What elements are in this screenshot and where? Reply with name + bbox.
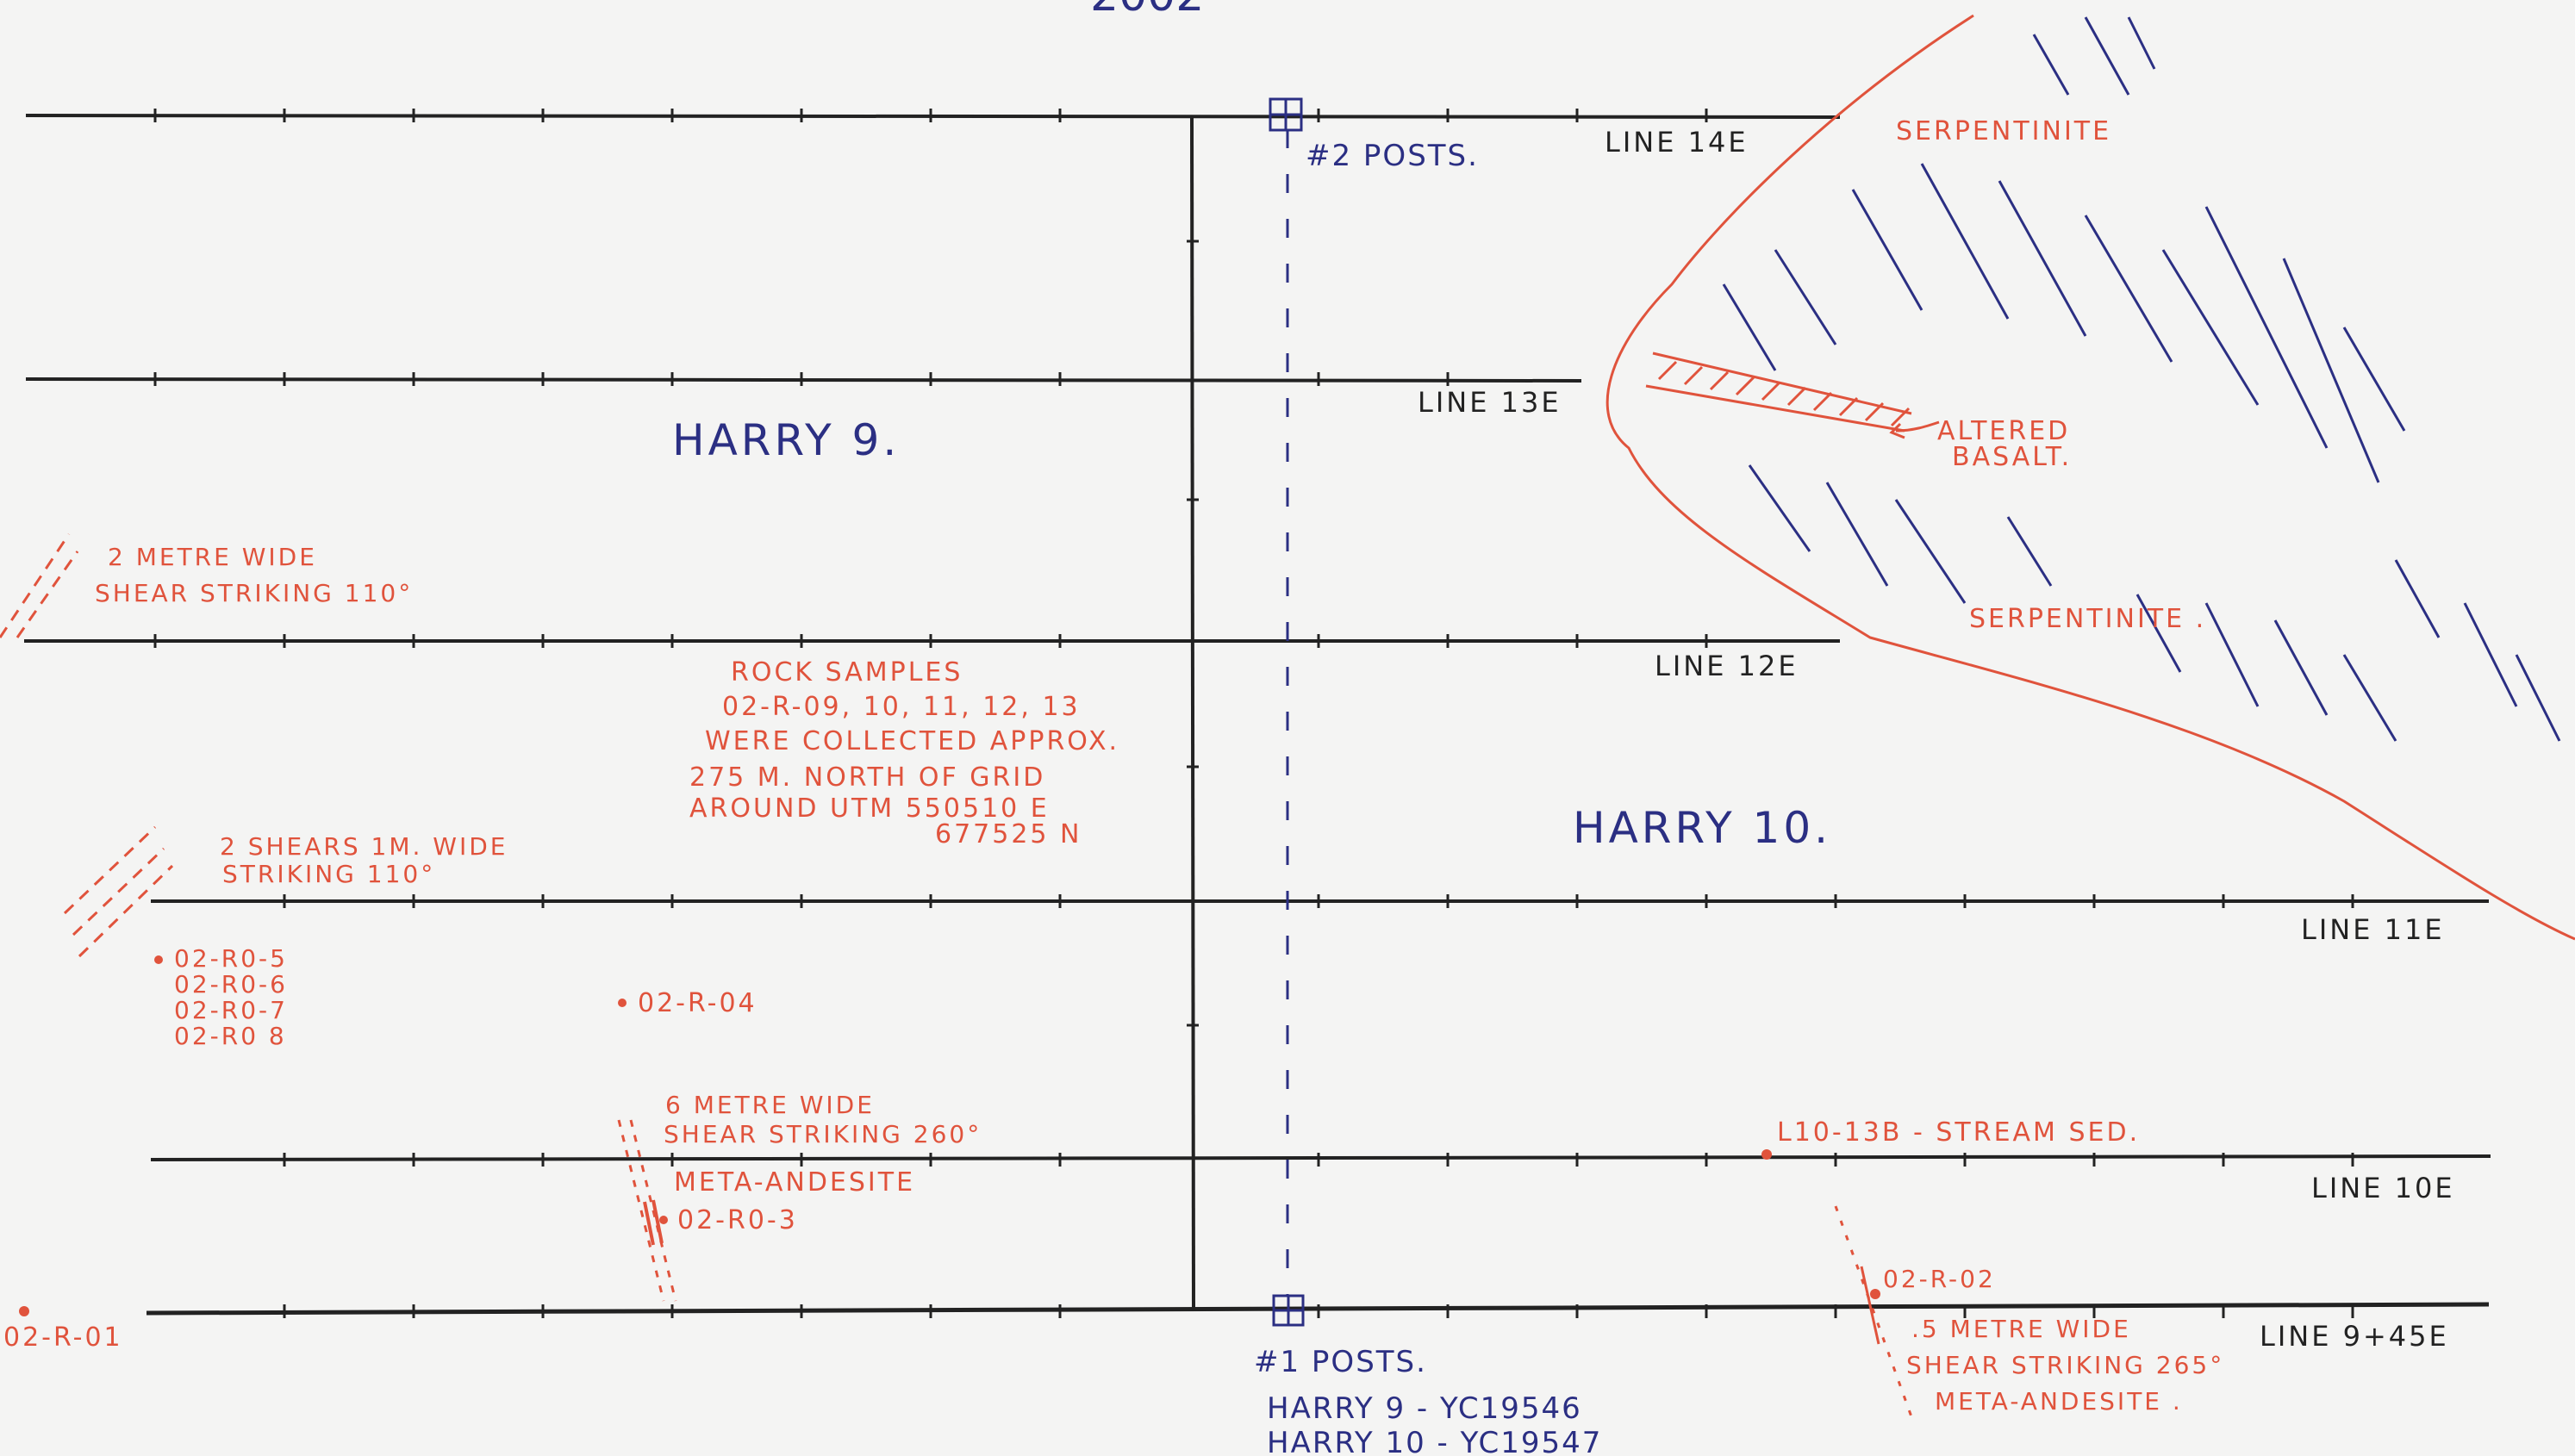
header-fragment: 2002 bbox=[1090, 0, 1204, 22]
claim-tag-harry10: HARRY 10 - YC19547 bbox=[1267, 1426, 1602, 1456]
sample-dot-stream bbox=[1761, 1149, 1772, 1160]
sample-label-r05: 02-R0-5 bbox=[174, 944, 288, 973]
sample-label-r02: 02-R-02 bbox=[1883, 1265, 1996, 1293]
grid-ticks bbox=[153, 109, 2354, 1318]
label-shear-6m-line1: 6 METRE WIDE bbox=[665, 1091, 875, 1119]
sample-label-r08: 02-R0 8 bbox=[174, 1022, 287, 1050]
rock-note-line2: 02-R-09, 10, 11, 12, 13 bbox=[722, 692, 1081, 722]
label-serpentinite-2: SERPENTINITE . bbox=[1969, 604, 2206, 634]
label-shear-5m-line1: .5 METRE WIDE bbox=[1911, 1315, 2131, 1343]
shear-5m-symbol bbox=[1834, 1205, 1915, 1422]
claim-harry-10: HARRY 10. bbox=[1573, 803, 1831, 853]
post-1-label: #1 POSTS. bbox=[1254, 1345, 1427, 1379]
sample-label-r01: 02-R-01 bbox=[3, 1322, 123, 1353]
line-label-11e: LINE 11E bbox=[2301, 913, 2445, 946]
label-two-shears-line1: 2 SHEARS 1M. WIDE bbox=[220, 832, 508, 861]
sample-dot-r01 bbox=[19, 1306, 29, 1316]
sample-label-r04: 02-R-04 bbox=[638, 988, 758, 1018]
line-label-10e: LINE 10E bbox=[2311, 1172, 2455, 1204]
claim-line bbox=[1269, 97, 1305, 1327]
post-2-label: #2 POSTS. bbox=[1306, 139, 1479, 173]
label-shear-2m-line1: 2 METRE WIDE bbox=[108, 543, 317, 571]
label-serpentinite-1: SERPENTINITE bbox=[1896, 116, 2111, 146]
line-label-14e: LINE 14E bbox=[1605, 126, 1749, 159]
serpentinite-zone bbox=[1605, 14, 2575, 941]
sample-dot-r04 bbox=[618, 999, 627, 1007]
label-basalt: BASALT. bbox=[1952, 442, 2072, 472]
claim-tag-harry9: HARRY 9 - YC19546 bbox=[1267, 1391, 1582, 1426]
grid-line-14e bbox=[25, 114, 1841, 119]
line-label-12e: LINE 12E bbox=[1655, 650, 1799, 682]
sample-dot-r05 bbox=[154, 955, 163, 964]
sample-points bbox=[19, 955, 1880, 1316]
label-meta-andesite-1: META-ANDESITE bbox=[674, 1167, 915, 1198]
rock-note-line3: WERE COLLECTED APPROX. bbox=[705, 726, 1119, 756]
two-shears-symbol bbox=[63, 825, 174, 958]
label-shear-5m-line2: SHEAR STRIKING 265° bbox=[1906, 1351, 2224, 1379]
rock-note-line4: 275 M. NORTH OF GRID bbox=[689, 762, 1045, 793]
sample-label-stream: L10-13B - STREAM SED. bbox=[1777, 1117, 2140, 1148]
rock-note-line5: AROUND UTM 550510 E bbox=[689, 793, 1050, 824]
shear-2m-symbol bbox=[0, 533, 79, 638]
sample-dot-r03 bbox=[659, 1216, 668, 1224]
label-shear-6m-line2: SHEAR STRIKING 260° bbox=[664, 1120, 982, 1148]
grid-line-13e bbox=[25, 377, 1582, 383]
sample-label-r07: 02-R0-7 bbox=[174, 996, 288, 1024]
label-altered: ALTERED bbox=[1937, 416, 2070, 446]
shear-6m-symbol bbox=[617, 1119, 677, 1302]
sample-dot-r02 bbox=[1870, 1289, 1880, 1299]
label-shear-2m-line2: SHEAR STRIKING 110° bbox=[95, 579, 413, 607]
line-label-13e: LINE 13E bbox=[1418, 386, 1562, 419]
sample-label-r03: 02-R0-3 bbox=[677, 1205, 798, 1235]
grid-line-10e bbox=[150, 1154, 2491, 1161]
label-two-shears-line2: STRIKING 110° bbox=[222, 860, 435, 888]
rock-note-line1: ROCK SAMPLES bbox=[731, 657, 963, 688]
line-label-9-45e: LINE 9+45E bbox=[2260, 1320, 2449, 1353]
sample-label-r06: 02-R0-6 bbox=[174, 970, 288, 999]
baseline bbox=[1190, 116, 1195, 1310]
rock-note-line6: 677525 N bbox=[935, 819, 1082, 849]
claim-harry-9: HARRY 9. bbox=[672, 415, 900, 465]
label-meta-andesite-2: META-ANDESITE . bbox=[1935, 1387, 2183, 1416]
